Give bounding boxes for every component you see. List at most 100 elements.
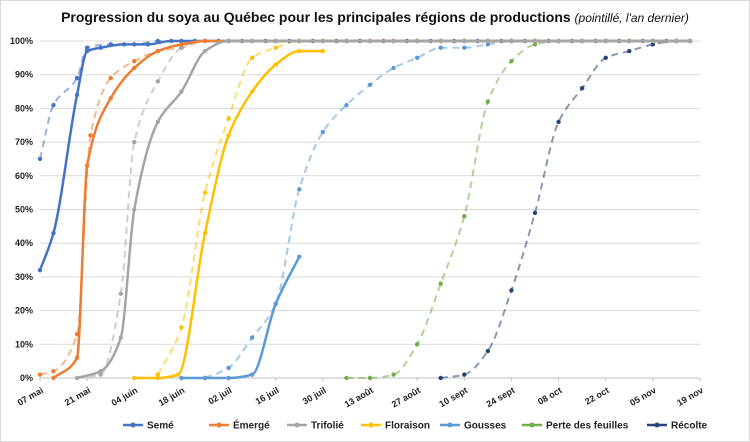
trifolie-current-point <box>202 48 208 54</box>
floraison-previous-point <box>226 116 231 121</box>
x-tick-label: 16 juil <box>254 385 281 406</box>
seme-previous-point <box>51 102 56 108</box>
recolte-previous-point <box>603 55 608 61</box>
emerge-current-point <box>51 375 56 381</box>
trifolie-current-point <box>344 38 349 44</box>
gousses-previous-point <box>249 335 255 340</box>
seme-current-point <box>37 267 43 273</box>
trifolie-current-point <box>462 38 467 44</box>
gousses-previous-point <box>297 187 302 192</box>
gousses-previous-point <box>391 65 396 71</box>
recolte-previous-point <box>556 119 561 125</box>
floraison-current-point <box>202 230 208 236</box>
legend-marker <box>447 422 453 428</box>
gousses-current-point <box>273 301 278 307</box>
gousses-current-point <box>179 375 184 381</box>
floraison-previous-point <box>202 190 208 195</box>
perte-des-feuilles-previous-point <box>485 99 491 104</box>
series-lines <box>37 38 693 381</box>
emerge-current-point <box>132 65 137 71</box>
gousses-previous-point <box>344 102 349 108</box>
floraison-current-point <box>226 133 231 138</box>
x-tick-label: 30 juil <box>301 385 328 406</box>
gousses-current-series <box>179 254 302 381</box>
floraison-current-point <box>273 62 278 67</box>
y-tick-label: 100% <box>10 36 33 46</box>
seme-previous-point <box>74 75 80 81</box>
seme-current-point <box>74 92 80 98</box>
seme-current-point <box>84 48 90 54</box>
legend-marker <box>216 422 222 428</box>
y-tick-label: 50% <box>15 205 33 215</box>
seme-current-point <box>98 45 103 50</box>
gousses-current-point <box>249 372 255 377</box>
trifolie-current-point <box>179 89 184 94</box>
floraison-previous-point <box>249 55 255 61</box>
legend-label: Émergé <box>233 419 270 432</box>
trifolie-previous-point <box>179 45 184 50</box>
seme-current-point <box>169 38 174 44</box>
x-tick-label: 02 juil <box>206 385 233 406</box>
floraison-previous-line <box>156 40 690 376</box>
trifolie-current-point <box>249 38 255 44</box>
trifolie-previous-point <box>118 291 124 296</box>
legend-item-emerge: Émergé <box>209 419 270 432</box>
x-tick-label: 18 juin <box>157 385 187 408</box>
recolte-previous-point <box>438 375 443 381</box>
gousses-previous-point <box>367 82 373 88</box>
legend-marker <box>529 422 535 428</box>
y-tick-label: 60% <box>15 171 33 181</box>
gousses-current-point <box>297 254 302 259</box>
legend-label: Floraison <box>385 421 430 432</box>
emerge-previous-point <box>88 133 93 138</box>
emerge-current-point <box>155 48 161 54</box>
y-tick-label: 40% <box>15 238 33 248</box>
perte-des-feuilles-previous-point <box>344 375 349 381</box>
trifolie-previous-point <box>132 139 137 145</box>
chart-title: Progression du soya au Québec pour les p… <box>0 9 750 25</box>
trifolie-current-point <box>674 38 679 44</box>
recolte-previous-point <box>485 348 491 354</box>
emerge-previous-point <box>37 372 43 377</box>
trifolie-current-point <box>485 38 491 44</box>
legend-label: Semé <box>147 421 174 432</box>
x-tick-label: 22 oct <box>583 385 611 407</box>
gousses-previous-point <box>462 45 467 50</box>
floraison-previous-series <box>155 38 693 377</box>
legend-item-seme: Semé <box>123 421 174 432</box>
x-tick-label: 07 mai <box>16 385 45 408</box>
emerge-previous-point <box>132 59 137 64</box>
floraison-current-point <box>175 372 181 377</box>
seme-previous-point <box>84 45 90 50</box>
gridlines <box>40 40 700 379</box>
perte-des-feuilles-previous-point <box>462 214 467 219</box>
perte-des-feuilles-previous-point <box>532 42 538 47</box>
x-tick-label: 04 juin <box>110 385 140 408</box>
trifolie-current-point <box>391 38 396 44</box>
y-tick-label: 80% <box>15 103 33 113</box>
recolte-previous-point <box>579 85 585 91</box>
legend-item-trifolie: Trifolié <box>287 421 344 432</box>
trifolie-current-point <box>438 38 443 44</box>
legend: Semé Émergé Trifolié Floraison Gousses Perte … <box>123 419 708 432</box>
gousses-previous-point <box>320 129 326 135</box>
legend-item-perte-des-feuilles: Perte des feuilles <box>522 421 629 432</box>
legend-item-gousses: Gousses <box>440 421 507 432</box>
perte-des-feuilles-previous-point <box>367 375 373 381</box>
floraison-current-series <box>132 48 326 381</box>
trifolie-current-point <box>367 38 373 44</box>
gousses-previous-line <box>204 40 690 379</box>
trifolie-current-point <box>556 38 561 44</box>
seme-current-point <box>145 42 150 47</box>
seme-previous-point <box>37 156 43 162</box>
seme-current-line <box>38 39 690 271</box>
trifolie-current-point <box>650 38 656 44</box>
emerge-previous-series <box>37 38 693 377</box>
floraison-previous-point <box>155 372 161 377</box>
legend-marker <box>294 422 300 428</box>
x-tick-label: 19 nov <box>675 385 705 408</box>
y-tick-label: 20% <box>15 306 33 316</box>
x-tick-label: 21 mai <box>63 385 92 408</box>
